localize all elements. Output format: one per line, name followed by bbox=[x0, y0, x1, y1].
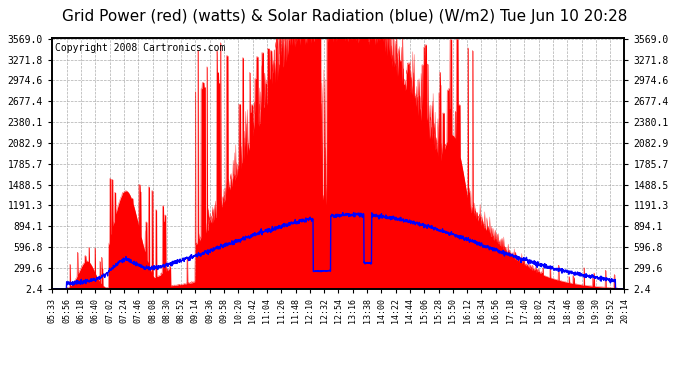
Text: Grid Power (red) (watts) & Solar Radiation (blue) (W/m2) Tue Jun 10 20:28: Grid Power (red) (watts) & Solar Radiati… bbox=[62, 9, 628, 24]
Text: Copyright 2008 Cartronics.com: Copyright 2008 Cartronics.com bbox=[55, 42, 225, 52]
